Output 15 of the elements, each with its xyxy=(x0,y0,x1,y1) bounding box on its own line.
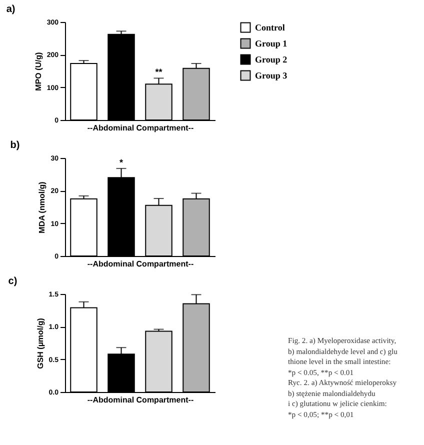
chart-title: a) xyxy=(6,4,16,15)
x-axis-title: --Abdominal Compartment-- xyxy=(87,124,194,132)
y-axis-title: GSH (µmol/g) xyxy=(36,318,45,369)
x-axis-title: --Abdominal Compartment-- xyxy=(87,260,194,268)
legend-label: Group 3 xyxy=(255,70,288,80)
y-axis-title: MDA (nmol/g) xyxy=(38,181,47,234)
y-axis-title: MPO (U/g) xyxy=(34,52,43,91)
legend-label: Control xyxy=(255,22,286,32)
x-axis-title: --Abdominal Compartment-- xyxy=(87,396,194,404)
chart-title: b) xyxy=(10,140,20,151)
legend-label: Group 2 xyxy=(255,54,288,64)
data-label: ** xyxy=(155,67,163,78)
data-label: * xyxy=(119,157,124,168)
chart-title: c) xyxy=(8,276,18,287)
legend-label: Group 1 xyxy=(255,38,288,48)
